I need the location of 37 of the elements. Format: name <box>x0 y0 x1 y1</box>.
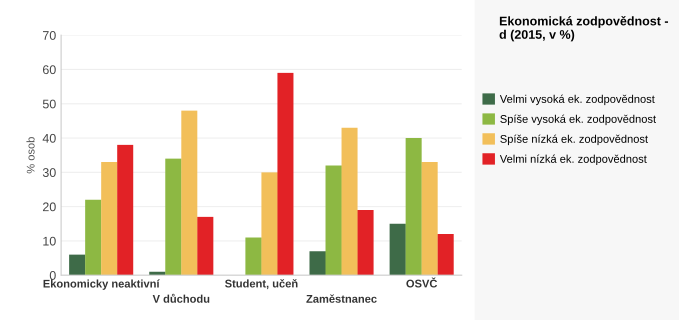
bar <box>358 210 374 276</box>
y-tick-label: 40 <box>42 134 56 143</box>
bar <box>69 254 86 276</box>
x-tick-label: Ekonomicky neaktivní <box>44 279 160 290</box>
legend-label: Spíše nízká ek. zodpovědnost <box>500 134 648 146</box>
x-tick-label: OSVČ <box>406 277 438 288</box>
legend-label: Velmi nízká ek. zodpovědnost <box>500 154 647 166</box>
bar <box>165 158 182 276</box>
y-tick-label: 70 <box>42 31 56 40</box>
y-tick-label: 30 <box>42 168 56 177</box>
y-tick-label: 10 <box>43 236 56 246</box>
x-tick-label: Zaměstnanec <box>306 294 377 303</box>
bar <box>438 234 454 276</box>
bar <box>277 72 294 276</box>
bar <box>326 165 342 276</box>
bar <box>342 128 358 276</box>
bar <box>117 144 134 276</box>
x-tick-label: V důchodu <box>152 294 210 303</box>
bar <box>181 110 198 276</box>
bar <box>245 237 262 276</box>
bar <box>309 251 326 276</box>
y-axis-title: % osob <box>26 137 35 174</box>
bar <box>390 224 406 276</box>
bar <box>85 200 102 276</box>
bar <box>101 162 118 276</box>
legend-label: Velmi vysoká ek. zodpovědnost <box>500 94 655 106</box>
y-tick-label: 60 <box>42 65 56 74</box>
bar <box>406 138 422 276</box>
bar <box>422 162 438 276</box>
bar <box>261 172 278 276</box>
y-tick-label: 0 <box>50 271 56 280</box>
x-tick-label: Student, učeň <box>225 279 298 290</box>
y-tick-label: 50 <box>42 100 56 108</box>
bar <box>197 216 214 276</box>
legend-title: Ekonomická zodpovědnost - d (2015, v %) <box>500 16 668 42</box>
legend-label: Spíše vysoká ek. zodpovědnost <box>500 114 656 126</box>
y-tick-label: 20 <box>42 202 56 212</box>
